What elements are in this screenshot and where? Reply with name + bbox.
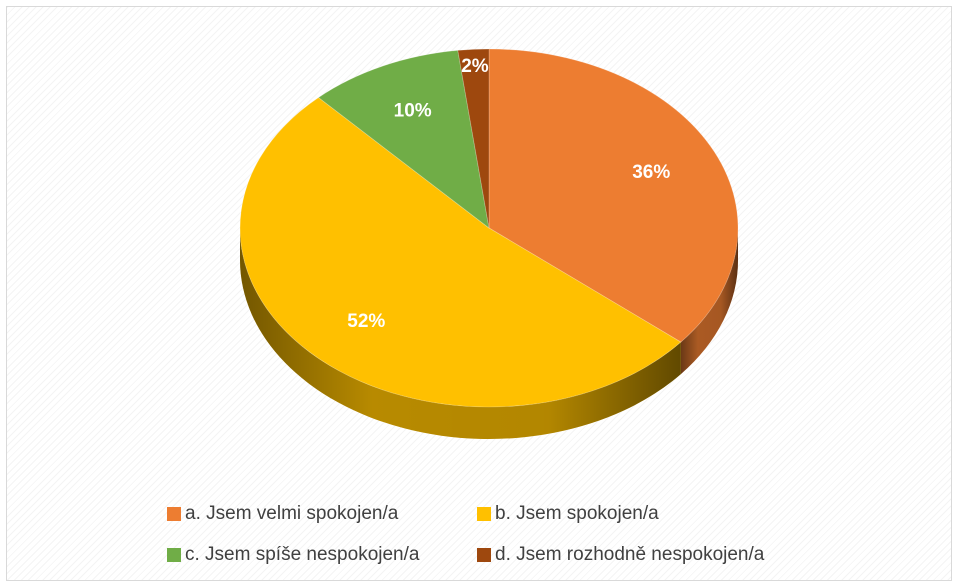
- chart-area: 36% 52% 10% 2% a. Jsem velmi spokojen/a b. …: [6, 6, 952, 581]
- legend-item-d: d. Jsem rozhodně nespokojen/a: [477, 544, 837, 566]
- legend-item-c: c. Jsem spíše nespokojen/a: [167, 544, 477, 566]
- data-label-c: 10%: [394, 100, 432, 121]
- pie-slice-d: [457, 48, 490, 229]
- data-label-d: 2%: [461, 56, 489, 77]
- data-label-a: 36%: [632, 162, 670, 183]
- pie-side-shade-b: [239, 228, 681, 440]
- pie-chart: 36% 52% 10% 2%: [239, 48, 739, 440]
- legend-label-d: d. Jsem rozhodně nespokojen/a: [495, 544, 765, 565]
- legend-swatch-d: [477, 548, 491, 562]
- data-label-b: 52%: [347, 311, 385, 332]
- pie-side-shade-a: [680, 228, 738, 375]
- legend-swatch-a: [167, 507, 181, 521]
- legend-label-b: b. Jsem spokojen/a: [495, 503, 659, 524]
- legend-swatch-b: [477, 507, 491, 521]
- pie-slice-b: [239, 97, 682, 408]
- pie-slice-c: [317, 49, 490, 229]
- legend-swatch-c: [167, 548, 181, 562]
- legend-item-b: b. Jsem spokojen/a: [477, 503, 837, 525]
- pie-slice-a: [488, 48, 739, 343]
- legend-label-c: c. Jsem spíše nespokojen/a: [185, 544, 420, 565]
- legend-label-a: a. Jsem velmi spokojen/a: [185, 503, 399, 524]
- legend-item-a: a. Jsem velmi spokojen/a: [167, 503, 477, 525]
- legend: a. Jsem velmi spokojen/a b. Jsem spokoje…: [167, 503, 867, 566]
